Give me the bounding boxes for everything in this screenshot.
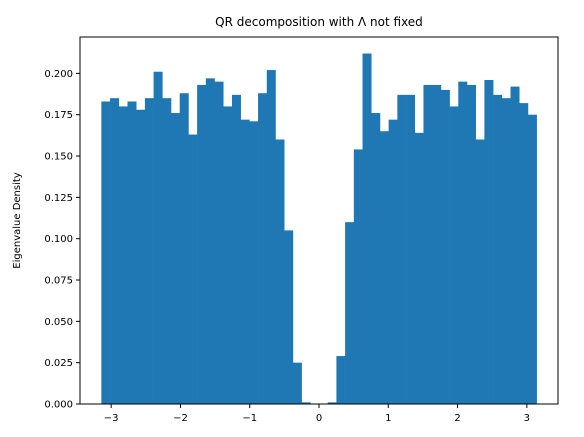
y-axis-label: Eigenvalue Density bbox=[12, 172, 23, 269]
histogram-bar bbox=[379, 131, 389, 404]
histogram-bar bbox=[101, 101, 111, 405]
histogram-bar bbox=[493, 94, 503, 405]
histogram-bar bbox=[501, 98, 511, 405]
plot-frame bbox=[79, 36, 559, 405]
x-axis-ticks: −3 −2 −1 0 1 2 3 bbox=[104, 404, 530, 424]
histogram-bar bbox=[136, 109, 146, 404]
chart-title: QR decomposition with Λ not fixed bbox=[215, 15, 423, 29]
x-tick-label: 3 bbox=[524, 413, 530, 424]
histogram-bar bbox=[188, 134, 198, 404]
histogram-bar bbox=[510, 86, 520, 404]
x-tick-label: −1 bbox=[242, 413, 257, 424]
histogram-bar bbox=[406, 94, 416, 405]
histogram-bars bbox=[101, 53, 537, 405]
y-tick-label: 0.050 bbox=[44, 317, 73, 328]
histogram-bar bbox=[362, 53, 372, 405]
histogram-bar bbox=[258, 93, 268, 404]
histogram-bar bbox=[327, 402, 337, 404]
y-tick-label: 0.125 bbox=[44, 193, 73, 204]
histogram-bar bbox=[292, 362, 302, 404]
histogram-bar bbox=[197, 84, 207, 405]
histogram-bar bbox=[249, 121, 259, 404]
y-tick-label: 0.175 bbox=[44, 110, 73, 121]
histogram-bar bbox=[440, 89, 450, 404]
x-tick-label: −3 bbox=[104, 413, 119, 424]
histogram-bar bbox=[179, 93, 189, 404]
histogram-bar bbox=[266, 70, 276, 405]
x-tick-label: 0 bbox=[316, 413, 322, 424]
y-tick-label: 0.150 bbox=[44, 152, 73, 163]
histogram-bar bbox=[423, 84, 433, 405]
histogram-bar bbox=[466, 84, 476, 405]
histogram-bar bbox=[484, 79, 494, 404]
histogram-bar bbox=[449, 106, 459, 404]
histogram-bar bbox=[223, 106, 233, 404]
histogram-bar bbox=[458, 81, 468, 404]
histogram-bar bbox=[475, 139, 485, 405]
histogram-bar bbox=[397, 94, 407, 405]
histogram-bar bbox=[171, 113, 181, 404]
histogram-bar bbox=[345, 222, 355, 404]
histogram-bar bbox=[153, 71, 163, 404]
histogram-bar bbox=[371, 113, 381, 404]
y-axis-ticks: 0.000 0.025 0.050 0.075 0.100 0.125 0.150 0.175… bbox=[44, 69, 80, 411]
histogram-bar bbox=[205, 78, 215, 404]
histogram-bar bbox=[432, 84, 442, 405]
histogram-bar bbox=[118, 106, 128, 404]
y-tick-label: 0.100 bbox=[44, 234, 73, 245]
histogram-bar bbox=[214, 81, 224, 404]
histogram-bar bbox=[519, 103, 529, 404]
histogram-bar bbox=[527, 114, 537, 405]
histogram-bar bbox=[336, 356, 346, 404]
histogram-bar bbox=[388, 119, 398, 404]
histogram-bar bbox=[162, 98, 172, 405]
y-tick-label: 0.000 bbox=[44, 400, 73, 411]
y-tick-label: 0.025 bbox=[44, 358, 73, 369]
histogram-bar bbox=[284, 230, 294, 404]
histogram-bar bbox=[275, 139, 285, 405]
y-tick-label: 0.200 bbox=[44, 69, 73, 80]
histogram-bar bbox=[414, 132, 424, 405]
histogram-bar bbox=[110, 98, 120, 405]
histogram-bar bbox=[240, 119, 250, 404]
histogram-bar bbox=[301, 402, 311, 404]
histogram-bar bbox=[127, 101, 137, 405]
x-tick-label: 1 bbox=[385, 413, 391, 424]
x-tick-label: 2 bbox=[454, 413, 460, 424]
histogram-bar bbox=[231, 94, 241, 405]
y-tick-label: 0.075 bbox=[44, 276, 73, 287]
histogram-bar bbox=[144, 98, 154, 405]
histogram-bar bbox=[353, 149, 363, 404]
x-tick-label: −2 bbox=[173, 413, 188, 424]
